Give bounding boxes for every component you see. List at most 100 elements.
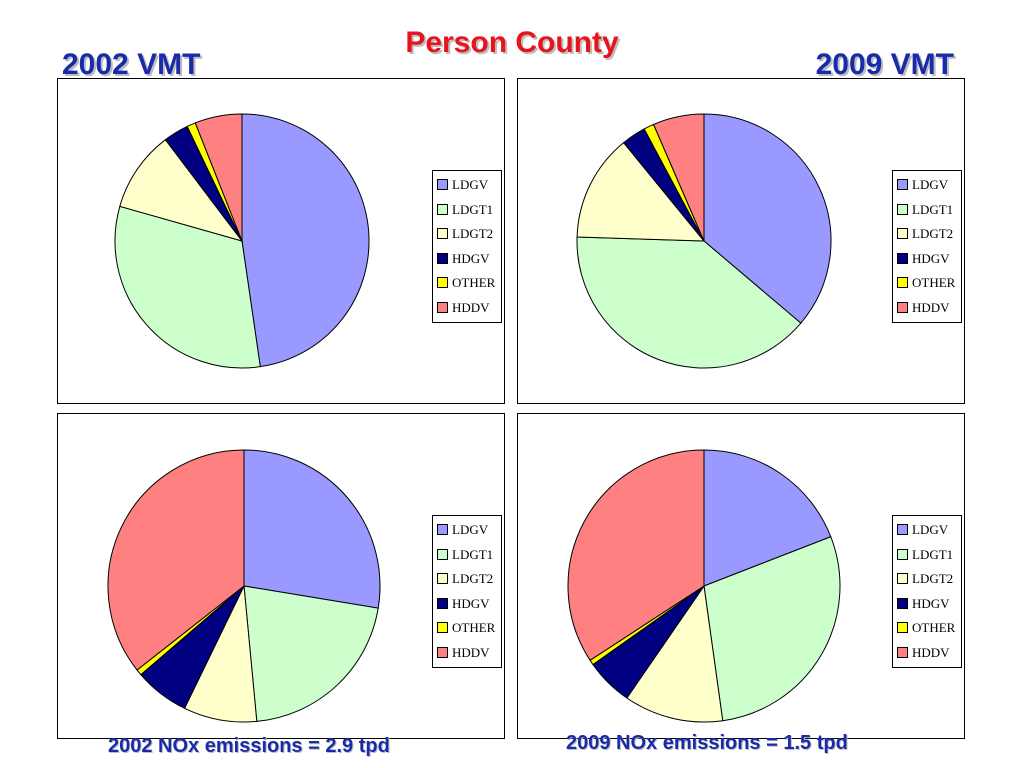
nox-2009-legend: LDGV LDGT1 LDGT2 HDGV OTHER HDDV	[892, 515, 962, 668]
vmt-2002-legend: LDGV LDGT1 LDGT2 HDGV OTHER HDDV	[432, 170, 502, 323]
nox-2002-legend-item-ldgt1: LDGT1	[437, 543, 501, 568]
legend-label: HDDV	[912, 299, 950, 315]
nox-2002-legend-item-ldgt2: LDGT2	[437, 567, 501, 592]
vmt-2009-slice-ldgt1	[576, 236, 802, 369]
legend-swatch	[437, 252, 448, 264]
vmt-2002-legend-item-ldgv: LDGV	[437, 173, 501, 198]
vmt-2009-legend-item-ldgt1: LDGT1	[897, 198, 961, 223]
nox-2009-slice-ldgt2	[626, 584, 724, 723]
legend-label: OTHER	[912, 620, 956, 635]
legend-swatch	[897, 277, 908, 288]
legend-label: HDDV	[912, 644, 950, 660]
legend-label: LDGV	[452, 522, 489, 537]
legend-label: LDGT2	[912, 226, 954, 241]
nox-2009-legend-item-ldgv: LDGV	[897, 518, 961, 543]
legend-label: LDGT2	[912, 571, 954, 586]
nox-2002-legend-item-hdgv: HDGV	[437, 592, 501, 617]
legend-label: HDDV	[452, 299, 490, 315]
nox-2009-legend-item-ldgt1: LDGT1	[897, 543, 961, 568]
vmt-2009-slice-ldgt2	[576, 141, 706, 242]
vmt-2009-legend: LDGV LDGT1 LDGT2 HDGV OTHER HDDV	[892, 170, 962, 323]
legend-label: OTHER	[452, 620, 496, 635]
legend-label: HDGV	[912, 595, 950, 611]
legend-swatch	[897, 573, 908, 584]
legend-label: LDGT1	[912, 546, 954, 562]
legend-swatch	[897, 228, 908, 239]
nox-2009-slice-ldgt1	[703, 536, 841, 722]
vmt-2002-slice-ldgv	[241, 113, 370, 368]
vmt-2002-legend-item-hddv: HDDV	[437, 296, 501, 321]
legend-swatch	[897, 548, 908, 560]
nox-2009-legend-item-ldgt2: LDGT2	[897, 567, 961, 592]
legend-label: LDGT2	[452, 571, 494, 586]
legend-swatch	[897, 622, 908, 633]
nox-2009-caption: 2009 NOx emissions = 1.5 tpd	[566, 732, 848, 754]
legend-swatch	[897, 646, 908, 658]
vmt-2009-legend-item-ldgt2: LDGT2	[897, 222, 961, 247]
legend-swatch	[437, 597, 448, 609]
vmt-2002-pie-panel: LDGV LDGT1 LDGT2 HDGV OTHER HDDV	[57, 78, 505, 404]
legend-label: LDGT2	[452, 226, 494, 241]
vmt-2009-legend-item-hdgv: HDGV	[897, 247, 961, 272]
nox-2009-legend-item-other: OTHER	[897, 616, 961, 641]
nox-2002-legend-item-other: OTHER	[437, 616, 501, 641]
legend-label: LDGT1	[452, 546, 494, 562]
vmt-2002-legend-item-hdgv: HDGV	[437, 247, 501, 272]
nox-2009-legend-item-hdgv: HDGV	[897, 592, 961, 617]
nox-2002-caption: 2002 NOx emissions = 2.9 tpd	[108, 735, 390, 757]
nox-2002-legend-item-ldgv: LDGV	[437, 518, 501, 543]
vmt-2002-legend-item-ldgt2: LDGT2	[437, 222, 501, 247]
legend-swatch	[437, 622, 448, 633]
vmt-2009-title: 2009 VMT	[815, 48, 954, 81]
nox-2009-slice-ldgv	[703, 449, 832, 587]
legend-swatch	[437, 301, 448, 313]
legend-label: OTHER	[912, 275, 956, 290]
legend-swatch	[897, 179, 908, 190]
vmt-2009-legend-item-other: OTHER	[897, 271, 961, 296]
legend-swatch	[437, 548, 448, 560]
nox-2002-slice-ldgv	[243, 449, 381, 609]
legend-label: HDDV	[452, 644, 490, 660]
legend-swatch	[437, 524, 448, 535]
legend-swatch	[437, 228, 448, 239]
vmt-2009-legend-item-ldgv: LDGV	[897, 173, 961, 198]
legend-swatch	[897, 301, 908, 313]
nox-2002-slice-hddv	[107, 449, 245, 671]
nox-2002-pie-chart	[107, 449, 381, 723]
vmt-2002-slice-ldgt1	[114, 205, 261, 369]
vmt-2009-legend-item-hddv: HDDV	[897, 296, 961, 321]
legend-label: LDGT1	[452, 201, 494, 217]
legend-swatch	[437, 179, 448, 190]
legend-label: HDGV	[452, 595, 490, 611]
legend-swatch	[897, 203, 908, 215]
vmt-2002-legend-item-other: OTHER	[437, 271, 501, 296]
vmt-2009-pie-chart	[576, 113, 832, 369]
legend-swatch	[437, 203, 448, 215]
nox-2002-legend: LDGV LDGT1 LDGT2 HDGV OTHER HDDV	[432, 515, 502, 668]
nox-2009-legend-item-hddv: HDDV	[897, 641, 961, 666]
page-title: Person County	[405, 26, 619, 59]
vmt-2009-slice-hddv	[652, 113, 705, 242]
legend-label: HDGV	[452, 250, 490, 266]
legend-label: LDGV	[912, 177, 949, 192]
legend-swatch	[897, 597, 908, 609]
vmt-2002-title: 2002 VMT	[62, 48, 201, 81]
legend-label: LDGV	[912, 522, 949, 537]
vmt-2002-legend-item-ldgt1: LDGT1	[437, 198, 501, 223]
vmt-2002-pie-chart	[114, 113, 370, 369]
nox-2002-slice-ldgt1	[243, 585, 379, 722]
legend-label: HDGV	[912, 250, 950, 266]
nox-2009-pie-panel: LDGV LDGT1 LDGT2 HDGV OTHER HDDV	[517, 413, 965, 739]
nox-2009-slice-hddv	[567, 449, 705, 662]
nox-2009-pie-chart	[567, 449, 841, 723]
legend-swatch	[437, 573, 448, 584]
vmt-2009-pie-panel: LDGV LDGT1 LDGT2 HDGV OTHER HDDV	[517, 78, 965, 404]
vmt-2009-slice-ldgv	[703, 113, 832, 324]
legend-label: LDGV	[452, 177, 489, 192]
legend-swatch	[437, 646, 448, 658]
legend-label: LDGT1	[912, 201, 954, 217]
nox-2002-pie-panel: LDGV LDGT1 LDGT2 HDGV OTHER HDDV	[57, 413, 505, 739]
legend-label: OTHER	[452, 275, 496, 290]
legend-swatch	[897, 524, 908, 535]
legend-swatch	[897, 252, 908, 264]
